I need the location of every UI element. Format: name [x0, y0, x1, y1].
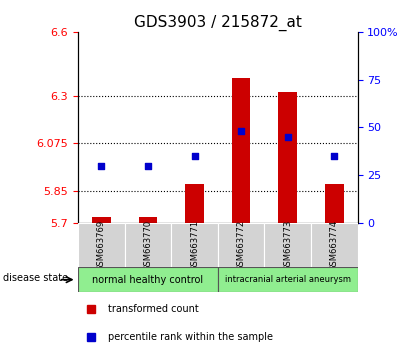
- Bar: [78, 223, 125, 267]
- Title: GDS3903 / 215872_at: GDS3903 / 215872_at: [134, 14, 302, 30]
- Text: GSM663769: GSM663769: [97, 219, 106, 271]
- Bar: [185, 184, 204, 223]
- Text: GSM663774: GSM663774: [330, 219, 339, 271]
- Bar: [171, 223, 218, 267]
- Text: percentile rank within the sample: percentile rank within the sample: [108, 332, 273, 342]
- Point: [191, 153, 198, 159]
- Bar: [125, 223, 171, 267]
- Bar: [278, 92, 297, 223]
- Point: [98, 163, 105, 169]
- Point: [331, 153, 337, 159]
- Point: [238, 129, 245, 134]
- Text: GSM663771: GSM663771: [190, 219, 199, 271]
- Bar: [78, 267, 218, 292]
- Text: transformed count: transformed count: [108, 304, 199, 314]
- Text: intracranial arterial aneurysm: intracranial arterial aneurysm: [225, 275, 351, 284]
- Bar: [311, 223, 358, 267]
- Text: GSM663770: GSM663770: [143, 219, 152, 271]
- Point: [284, 134, 291, 140]
- Text: normal healthy control: normal healthy control: [92, 275, 203, 285]
- Bar: [92, 217, 111, 223]
- Text: disease state: disease state: [3, 273, 68, 284]
- Bar: [264, 223, 311, 267]
- Bar: [139, 217, 157, 223]
- Bar: [232, 78, 250, 223]
- Bar: [325, 184, 344, 223]
- Point: [145, 163, 151, 169]
- Bar: [218, 267, 358, 292]
- Text: GSM663772: GSM663772: [237, 219, 246, 271]
- Bar: [218, 223, 264, 267]
- Text: GSM663773: GSM663773: [283, 219, 292, 271]
